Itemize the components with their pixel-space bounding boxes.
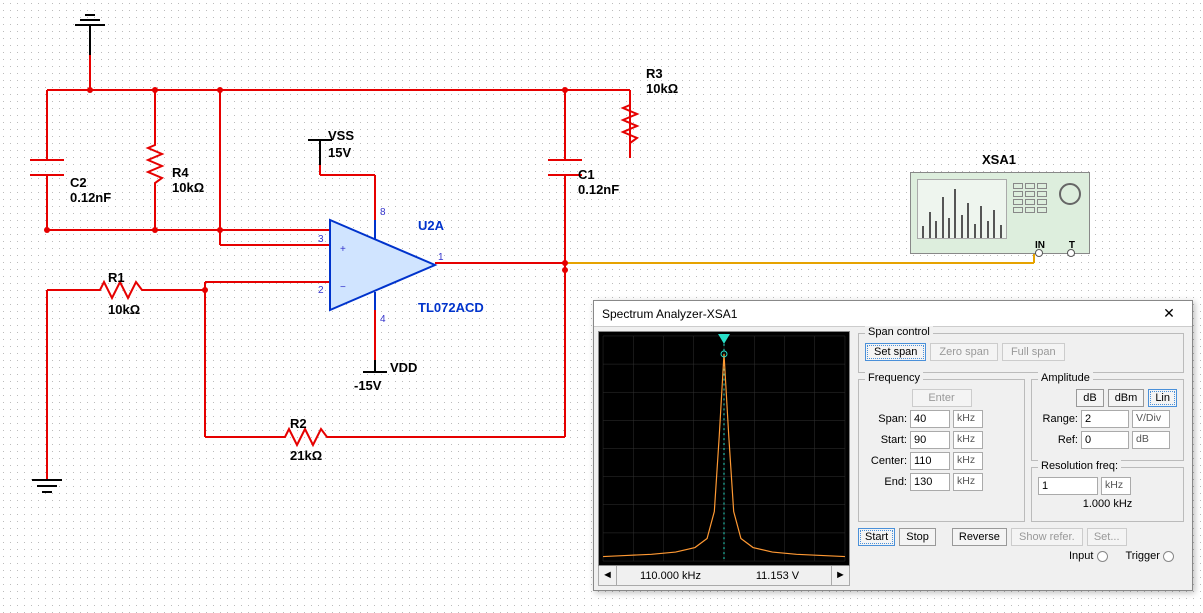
t-port[interactable] [1067,249,1075,257]
r4-ref: R4 [172,165,189,180]
readout-val: 11.153 V [724,570,831,582]
center-unit[interactable]: kHz [953,452,983,470]
start-input[interactable] [910,431,950,449]
svg-text:1: 1 [438,252,444,263]
ground-bottom [32,480,62,492]
spectrum-plot[interactable] [598,331,850,566]
enter-button[interactable]: Enter [912,389,972,407]
c1-val: 0.12nF [578,182,619,197]
zero-span-button[interactable]: Zero span [930,343,998,361]
span-control-group: Span control Set span Zero span Full spa… [858,333,1184,373]
frequency-title: Frequency [865,372,923,384]
svg-text:−: − [340,282,346,293]
set-span-button[interactable]: Set span [865,343,926,361]
start-button[interactable]: Start [858,528,895,546]
show-refer-button[interactable]: Show refer. [1011,528,1083,546]
set-button[interactable]: Set... [1087,528,1127,546]
resolution-display: 1.000 kHz [1083,498,1133,510]
center-input[interactable] [910,452,950,470]
u2a-part: TL072ACD [418,300,484,315]
amplitude-title: Amplitude [1038,372,1093,384]
svg-text:8: 8 [380,207,386,218]
ref-input[interactable] [1081,431,1129,449]
r3-ref: R3 [646,66,663,81]
dialog-title: Spectrum Analyzer-XSA1 [602,307,737,321]
end-unit[interactable]: kHz [953,473,983,491]
input-label: Input [1069,550,1093,562]
close-icon[interactable]: ✕ [1154,305,1184,322]
instrument-screen [917,179,1007,239]
r1-ref: R1 [108,270,125,285]
r4-val: 10kΩ [172,180,204,195]
ref-label: Ref: [1038,434,1078,446]
trigger-label: Trigger [1126,550,1160,562]
r1-val: 10kΩ [108,302,140,317]
resolution-input[interactable] [1038,477,1098,495]
center-label: Center: [865,455,907,467]
svg-text:2: 2 [318,285,324,296]
instrument-buttons [1013,183,1047,215]
vdd-ref: VDD [390,360,417,375]
readout-freq: 110.000 kHz [617,570,724,582]
range-unit[interactable]: V/Div [1132,410,1170,428]
instrument-knob [1059,183,1081,205]
c2-val: 0.12nF [70,190,111,205]
range-input[interactable] [1081,410,1129,428]
amplitude-group: Amplitude dB dBm Lin Range: V/Div Re [1031,379,1184,461]
r2-ref: R2 [290,416,307,431]
span-control-title: Span control [865,326,933,338]
scroll-left-icon[interactable]: ◄ [599,566,617,585]
svg-text:+: + [340,244,346,255]
vss-ref: VSS [328,128,354,143]
db-button[interactable]: dB [1076,389,1103,407]
dbm-button[interactable]: dBm [1108,389,1145,407]
resolution-unit[interactable]: kHz [1101,477,1131,495]
input-radio[interactable] [1097,551,1108,562]
stop-button[interactable]: Stop [899,528,936,546]
resolution-title: Resolution freq: [1038,460,1121,472]
start-unit[interactable]: kHz [953,431,983,449]
dialog-titlebar[interactable]: Spectrum Analyzer-XSA1 ✕ [594,301,1192,327]
u2a-ref: U2A [418,218,444,233]
end-label: End: [865,476,907,488]
reverse-button[interactable]: Reverse [952,528,1007,546]
full-span-button[interactable]: Full span [1002,343,1065,361]
start-label: Start: [865,434,907,446]
span-label: Span: [865,413,907,425]
range-label: Range: [1038,413,1078,425]
frequency-group: Frequency Enter Span: kHz Start: kHz [858,379,1025,522]
ground-top [75,15,105,55]
svg-text:4: 4 [380,314,386,325]
ref-unit[interactable]: dB [1132,431,1170,449]
span-input[interactable] [910,410,950,428]
in-port[interactable] [1035,249,1043,257]
scroll-right-icon[interactable]: ► [831,566,849,585]
lin-button[interactable]: Lin [1148,389,1177,407]
resolution-group: Resolution freq: kHz 1.000 kHz [1031,467,1184,522]
vss-val: 15V [328,145,351,160]
span-unit[interactable]: kHz [953,410,983,428]
xsa1-ref: XSA1 [982,152,1016,167]
c1-ref: C1 [578,167,595,182]
r2-val: 21kΩ [290,448,322,463]
end-input[interactable] [910,473,950,491]
r3-val: 10kΩ [646,81,678,96]
spectrum-analyzer-instrument[interactable]: IN T [910,172,1090,254]
c2-ref: C2 [70,175,87,190]
vdd-val: -15V [354,378,381,393]
trigger-radio[interactable] [1163,551,1174,562]
svg-text:3: 3 [318,234,324,245]
spectrum-analyzer-dialog[interactable]: Spectrum Analyzer-XSA1 ✕ ◄ 110.000 kHz 1… [593,300,1193,591]
